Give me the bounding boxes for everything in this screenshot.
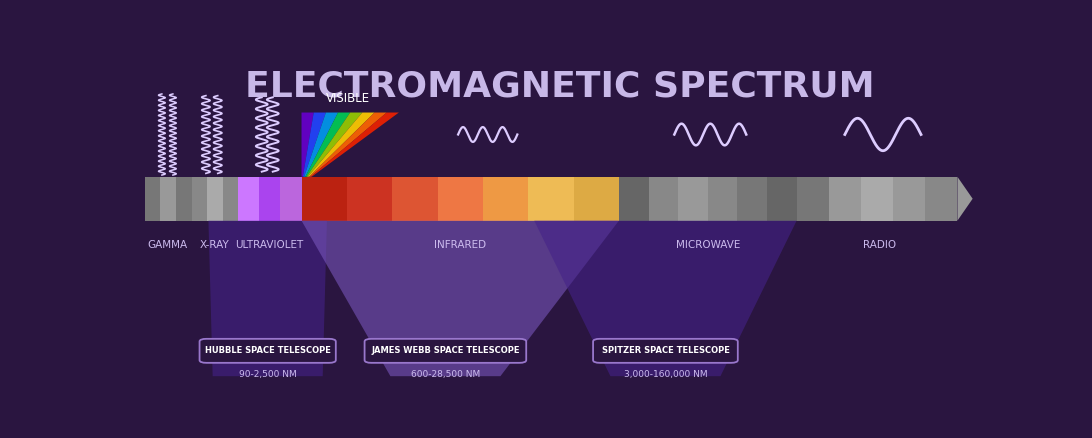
Text: 600-28,500 NM: 600-28,500 NM (411, 369, 480, 378)
Bar (207, 177, 223, 221)
Polygon shape (306, 113, 351, 177)
Polygon shape (209, 221, 327, 376)
Bar (797, 177, 829, 221)
Polygon shape (307, 113, 363, 177)
Bar (301, 177, 347, 221)
Text: ULTRAVIOLET: ULTRAVIOLET (235, 240, 304, 250)
Bar (176, 177, 191, 221)
Bar (708, 177, 737, 221)
Text: 3,000-160,000 NM: 3,000-160,000 NM (624, 369, 708, 378)
Text: RADIO: RADIO (863, 240, 897, 250)
Text: MICROWAVE: MICROWAVE (676, 240, 740, 250)
Bar (767, 177, 796, 221)
Polygon shape (301, 113, 313, 177)
Bar (649, 177, 678, 221)
Text: INFRARED: INFRARED (434, 240, 486, 250)
Text: GAMMA: GAMMA (147, 240, 188, 250)
Bar (860, 177, 893, 221)
Polygon shape (309, 113, 387, 177)
Bar (893, 177, 925, 221)
Bar (573, 177, 619, 221)
Text: ELECTROMAGNETIC SPECTRUM: ELECTROMAGNETIC SPECTRUM (245, 69, 875, 103)
Polygon shape (302, 113, 325, 177)
Polygon shape (304, 113, 339, 177)
Polygon shape (310, 113, 399, 177)
Bar (678, 177, 708, 221)
Text: HUBBLE SPACE TELESCOPE: HUBBLE SPACE TELESCOPE (204, 346, 331, 354)
Bar (483, 177, 529, 221)
Bar (191, 177, 207, 221)
Polygon shape (308, 113, 375, 177)
Bar (829, 177, 860, 221)
Bar (145, 177, 161, 221)
Bar (347, 177, 392, 221)
Bar (619, 177, 649, 221)
Text: SPITZER SPACE TELESCOPE: SPITZER SPACE TELESCOPE (602, 346, 729, 354)
Text: 90-2,500 NM: 90-2,500 NM (239, 369, 297, 378)
Bar (281, 177, 301, 221)
Polygon shape (958, 177, 973, 221)
Bar (392, 177, 438, 221)
FancyBboxPatch shape (593, 339, 738, 363)
Text: JAMES WEBB SPACE TELESCOPE: JAMES WEBB SPACE TELESCOPE (371, 346, 520, 354)
Bar (259, 177, 281, 221)
Text: VISIBLE: VISIBLE (327, 92, 370, 105)
Bar (161, 177, 176, 221)
Bar (438, 177, 483, 221)
Bar (737, 177, 767, 221)
Bar (925, 177, 958, 221)
Text: X-RAY: X-RAY (200, 240, 229, 250)
FancyBboxPatch shape (200, 339, 336, 363)
Polygon shape (534, 221, 797, 376)
Bar (529, 177, 573, 221)
Bar (238, 177, 259, 221)
Polygon shape (301, 221, 619, 376)
Bar (223, 177, 238, 221)
FancyBboxPatch shape (365, 339, 526, 363)
